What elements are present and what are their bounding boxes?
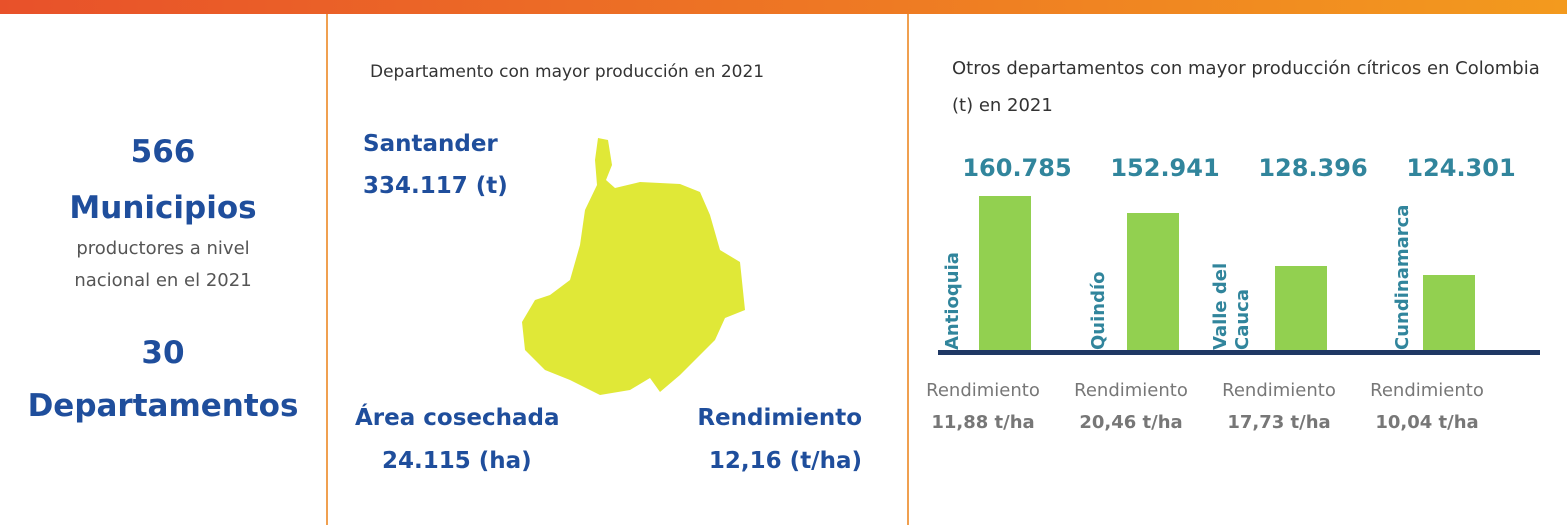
- bar: [1127, 213, 1179, 350]
- yield-label: Rendimiento: [1222, 380, 1336, 401]
- yield-label: Rendimiento: [1370, 380, 1484, 401]
- count: 566: [130, 134, 196, 170]
- yield-value: 17,73 t/ha: [1227, 412, 1331, 433]
- label: Municipios: [69, 190, 257, 226]
- department-name: Santander: [363, 131, 498, 157]
- category-label: Quindío: [1088, 271, 1109, 350]
- yield-label: Rendimiento: [926, 380, 1040, 401]
- yield-label: Rendimiento: [697, 405, 862, 431]
- divider: [907, 14, 909, 525]
- count: 30: [141, 335, 185, 371]
- yield-label: Rendimiento: [1074, 380, 1188, 401]
- value-label: 160.785: [962, 154, 1072, 182]
- value-label: 152.941: [1110, 154, 1220, 182]
- label: Departamentos: [27, 388, 299, 424]
- heading: Departamento con mayor producción en 202…: [370, 62, 765, 82]
- category-label: Valle del Cauca: [1210, 262, 1253, 350]
- map-shape: [522, 138, 745, 395]
- area-label: Área cosechada: [355, 405, 560, 431]
- value-label: 128.396: [1258, 154, 1368, 182]
- production: 334.117 (t): [363, 173, 508, 199]
- chart-title: Otros departamentos con mayor producción…: [952, 58, 1540, 116]
- bar: [1423, 275, 1475, 350]
- bar: [979, 196, 1031, 350]
- value-label: 124.301: [1406, 154, 1516, 182]
- category-label: Cundinamarca: [1392, 204, 1413, 350]
- note: productores a nivel nacional en el 2021: [74, 238, 252, 291]
- yield-value: 11,88 t/ha: [931, 412, 1035, 433]
- yield-value: 10,04 t/ha: [1375, 412, 1479, 433]
- yield-value: 12,16 (t/ha): [708, 448, 862, 474]
- yield-value: 20,46 t/ha: [1079, 412, 1183, 433]
- bar: [1275, 266, 1327, 350]
- baseline: [938, 350, 1540, 355]
- divider: [326, 14, 328, 525]
- area-value: 24.115 (ha): [382, 448, 532, 474]
- category-label: Antioquia: [942, 252, 963, 350]
- top-bar: [0, 0, 1567, 14]
